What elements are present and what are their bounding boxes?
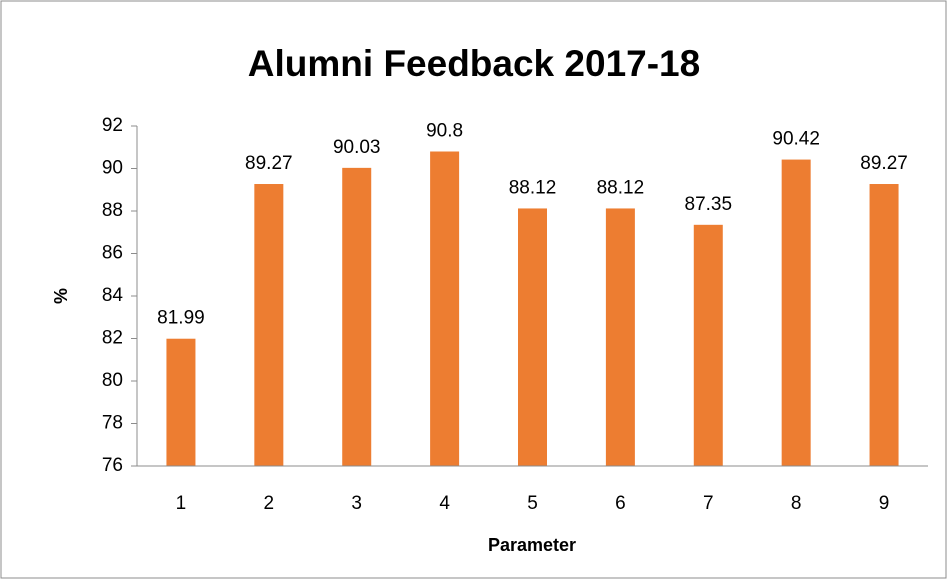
- chart-title: Alumni Feedback 2017-18: [248, 43, 700, 84]
- bar: [693, 224, 723, 466]
- data-label: 90.42: [772, 129, 820, 150]
- y-tick-label: 80: [102, 370, 123, 391]
- x-tick-label: 9: [879, 493, 890, 514]
- bar: [869, 184, 899, 466]
- y-tick-label: 84: [102, 285, 124, 306]
- bar: [254, 184, 284, 466]
- bar: [166, 338, 196, 466]
- x-tick-label: 7: [703, 493, 714, 514]
- data-label: 89.27: [860, 153, 908, 174]
- data-label: 90.8: [426, 121, 463, 142]
- x-axis-title: Parameter: [488, 535, 576, 555]
- x-tick-label: 1: [176, 493, 187, 514]
- data-label: 89.27: [245, 153, 293, 174]
- data-label: 88.12: [509, 177, 557, 198]
- bar: [605, 208, 635, 466]
- y-tick-label: 76: [102, 455, 123, 476]
- y-tick-label: 82: [102, 328, 123, 349]
- y-tick-label: 92: [102, 115, 123, 136]
- bar: [342, 167, 372, 467]
- y-tick-label: 86: [102, 243, 123, 264]
- x-tick-label: 3: [351, 493, 362, 514]
- x-tick-label: 6: [615, 493, 626, 514]
- data-label: 81.99: [157, 308, 205, 329]
- x-tick-label: 2: [264, 493, 275, 514]
- data-label: 90.03: [333, 137, 381, 158]
- bar: [518, 208, 547, 466]
- y-tick-label: 88: [102, 200, 123, 221]
- x-tick-label: 5: [527, 493, 538, 514]
- y-tick-label: 78: [102, 413, 123, 434]
- data-label: 87.35: [685, 194, 733, 215]
- bar: [781, 159, 811, 466]
- y-tick-label: 90: [102, 158, 123, 179]
- y-axis-title: %: [51, 288, 71, 304]
- bar: [430, 151, 460, 466]
- x-tick-label: 4: [439, 493, 450, 514]
- x-tick-label: 8: [791, 493, 802, 514]
- data-label: 88.12: [597, 177, 645, 198]
